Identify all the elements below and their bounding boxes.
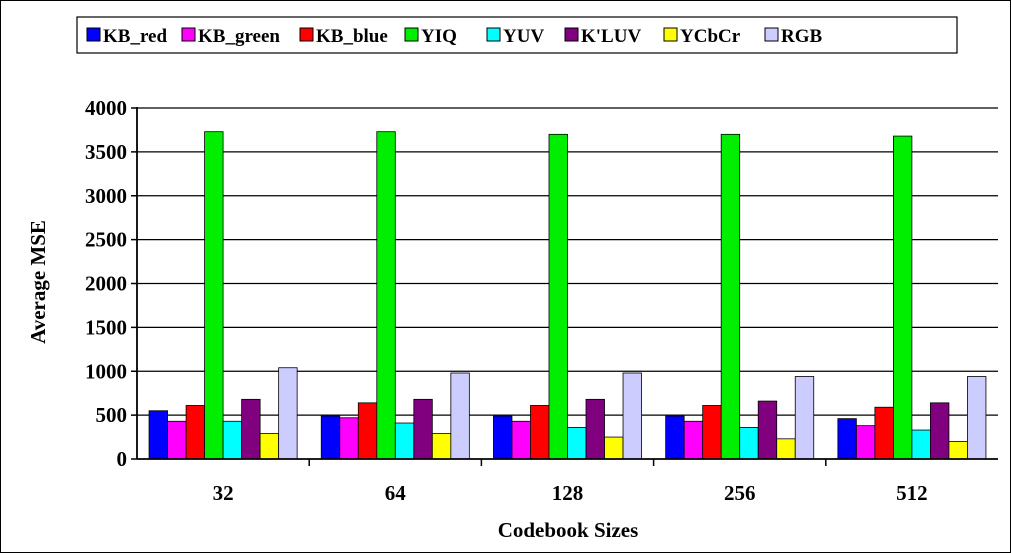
bar-k-luv-128	[585, 398, 605, 460]
legend-label-kb-green: KB_green	[198, 26, 280, 47]
legend-swatch-rgb	[764, 27, 779, 42]
bar-ycbcr-32	[259, 433, 280, 460]
y-tick-label-2000: 2000	[85, 272, 127, 296]
bar-kb-blue-256	[702, 405, 722, 460]
legend: KB_red KB_green KB_blue YIQ YUV K'LUV YCbCr RGB	[76, 16, 958, 54]
bar-kb-green-128	[511, 420, 531, 460]
legend-label-ycbcr: YCbCr	[680, 26, 741, 47]
bar-yiq-64	[376, 131, 396, 460]
legend-frame	[76, 16, 958, 54]
x-tick-label-32: 32	[213, 481, 234, 505]
bar-rgb-512	[967, 376, 987, 460]
legend-swatch-yuv	[486, 27, 501, 42]
bar-rgb-64	[450, 372, 470, 460]
x-tick-label-128: 128	[552, 481, 584, 505]
bar-kb-red-128	[493, 415, 513, 460]
x-tick-label-256: 256	[724, 481, 756, 505]
y-tick-label-2500: 2500	[85, 228, 127, 252]
bar-k-luv-64	[413, 398, 433, 460]
bar-kb-blue-512	[874, 406, 894, 460]
bar-kb-blue-64	[357, 402, 378, 460]
legend-swatch-ycbcr	[663, 27, 678, 42]
bar-ycbcr-256	[776, 438, 796, 460]
bar-rgb-128	[622, 372, 642, 460]
bar-yiq-128	[548, 133, 568, 460]
bar-yuv-128	[567, 427, 587, 460]
x-axis-label: Codebook Sizes	[498, 518, 639, 542]
legend-swatch-kb-green	[181, 27, 196, 42]
bar-ycbcr-128	[604, 436, 624, 460]
bar-k-luv-256	[757, 400, 778, 460]
legend-label-kb-blue: KB_blue	[316, 26, 388, 47]
y-tick-label-4000: 4000	[85, 96, 127, 120]
bar-yuv-32	[222, 420, 243, 460]
bar-k-luv-32	[241, 398, 261, 460]
y-tick-label-3500: 3500	[85, 140, 127, 164]
bar-kb-red-256	[665, 415, 685, 460]
legend-swatch-k-luv	[564, 27, 579, 42]
y-tick-label-500: 500	[96, 403, 128, 427]
bar-k-luv-512	[930, 402, 950, 460]
bars	[148, 131, 987, 460]
bar-rgb-256	[794, 376, 815, 460]
legend-label-rgb: RGB	[781, 26, 823, 47]
bar-yiq-512	[892, 135, 913, 460]
axes	[136, 107, 998, 466]
bar-ycbcr-512	[948, 441, 968, 460]
legend-swatch-kb-red	[86, 27, 101, 42]
x-tick-label-64: 64	[385, 481, 407, 505]
bar-yiq-32	[204, 131, 224, 460]
x-tick-labels: 32 64 128 256 512	[213, 481, 928, 505]
bar-kb-red-64	[320, 415, 341, 460]
bar-yuv-64	[394, 422, 415, 460]
bar-kb-red-32	[148, 410, 168, 460]
x-tick-label-512: 512	[896, 481, 928, 505]
bar-kb-blue-128	[530, 405, 550, 460]
y-tick-label-1000: 1000	[85, 359, 127, 383]
bar-kb-green-256	[683, 420, 704, 460]
legend-label-yuv: YUV	[503, 26, 544, 47]
legend-label-kb-red: KB_red	[103, 26, 167, 47]
y-tick-label-3000: 3000	[85, 184, 127, 208]
bar-ycbcr-64	[431, 433, 452, 460]
y-tick-label-1500: 1500	[85, 315, 127, 339]
legend-swatch-kb-blue	[299, 27, 314, 42]
bar-yuv-512	[911, 429, 931, 460]
legend-label-yiq: YIQ	[421, 26, 457, 47]
legend-swatch-yiq	[404, 27, 419, 42]
y-tick-label-0: 0	[117, 447, 128, 471]
bar-yuv-256	[739, 427, 759, 460]
bar-kb-green-512	[855, 425, 876, 460]
bar-kb-green-64	[339, 417, 359, 460]
legend-label-k-luv: K'LUV	[581, 26, 641, 47]
bar-rgb-32	[278, 367, 298, 460]
bar-kb-blue-32	[185, 405, 205, 460]
y-tick-labels: 0 500 1000 1500 2000 2500 3000 3500 4000	[85, 96, 127, 471]
y-axis-label: Average MSE	[26, 220, 50, 344]
bar-yiq-256	[720, 133, 741, 460]
bar-kb-green-32	[167, 420, 187, 460]
bar-kb-red-512	[837, 418, 857, 460]
